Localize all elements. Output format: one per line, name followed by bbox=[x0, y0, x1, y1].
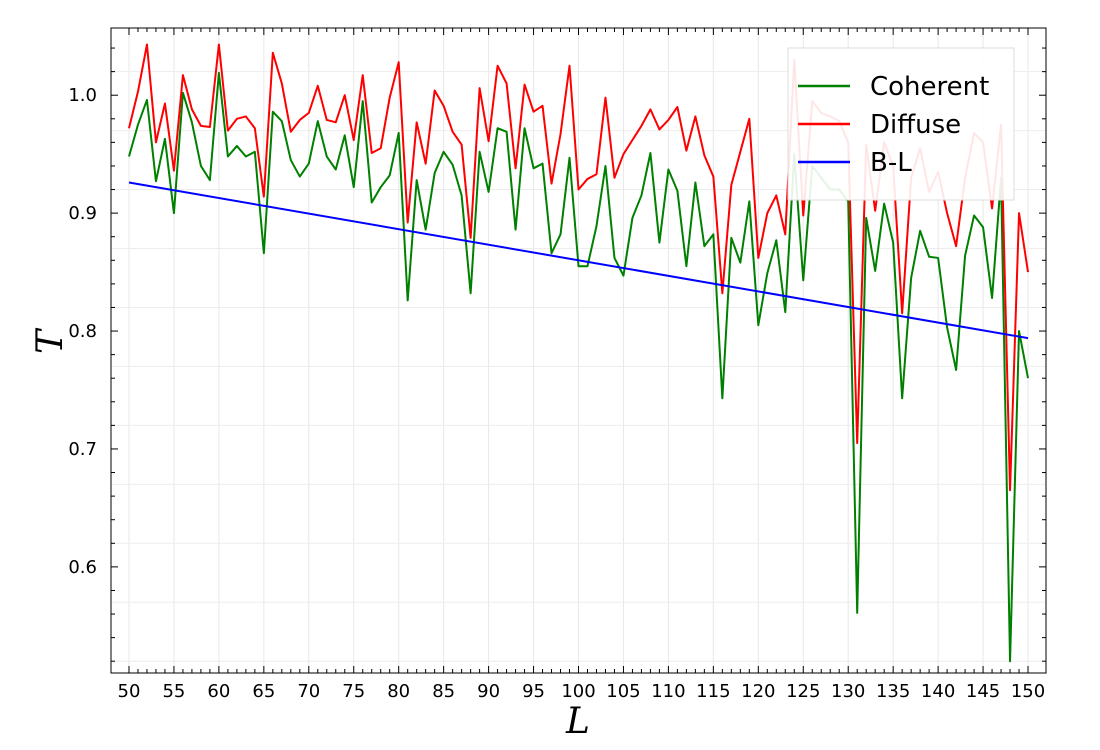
x-tick-label: 125 bbox=[786, 681, 820, 702]
x-tick-label: 50 bbox=[118, 681, 141, 702]
x-tick-label: 100 bbox=[561, 681, 595, 702]
y-tick-label: 0.7 bbox=[68, 439, 97, 460]
x-tick-label: 120 bbox=[741, 681, 775, 702]
legend: Coherent Diffuse B-L bbox=[787, 47, 1015, 201]
x-tick-label: 65 bbox=[252, 681, 275, 702]
x-tick-label: 70 bbox=[297, 681, 320, 702]
series-line-b-l bbox=[128, 181, 1029, 340]
x-axis-title: L bbox=[565, 701, 590, 742]
x-tick-label: 55 bbox=[162, 681, 185, 702]
x-tick-label: 105 bbox=[606, 681, 640, 702]
y-tick-label: 0.8 bbox=[68, 321, 97, 342]
plot-frame bbox=[110, 27, 1047, 674]
series-line-coherent bbox=[128, 71, 1030, 663]
legend-label: Diffuse bbox=[870, 110, 961, 140]
minor-ticks bbox=[111, 28, 1046, 673]
y-tick-label: 1.0 bbox=[68, 85, 97, 106]
x-tick-label: 75 bbox=[342, 681, 365, 702]
y-axis: 0.6 0.7 0.8 0.9 1.0 bbox=[68, 85, 97, 578]
x-tick-label: 140 bbox=[921, 681, 955, 702]
y-tick-label: 0.9 bbox=[68, 203, 97, 224]
x-axis: 50 55 60 65 70 75 80 85 90 95 100 105 110 115 120 125 13… bbox=[118, 681, 1046, 702]
x-tick-label: 85 bbox=[432, 681, 455, 702]
x-tick-label: 90 bbox=[477, 681, 500, 702]
y-tick-label: 0.6 bbox=[68, 557, 97, 578]
x-tick-label: 110 bbox=[651, 681, 685, 702]
x-tick-label: 80 bbox=[387, 681, 410, 702]
legend-label: Coherent bbox=[870, 72, 989, 102]
x-tick-label: 145 bbox=[966, 681, 1000, 702]
y-axis-title: T bbox=[30, 327, 71, 354]
x-tick-label: 150 bbox=[1011, 681, 1045, 702]
x-tick-label: 135 bbox=[876, 681, 910, 702]
legend-label: B-L bbox=[870, 148, 912, 178]
x-tick-label: 130 bbox=[831, 681, 865, 702]
x-tick-label: 115 bbox=[696, 681, 730, 702]
x-tick-label: 95 bbox=[522, 681, 545, 702]
x-tick-label: 60 bbox=[207, 681, 230, 702]
